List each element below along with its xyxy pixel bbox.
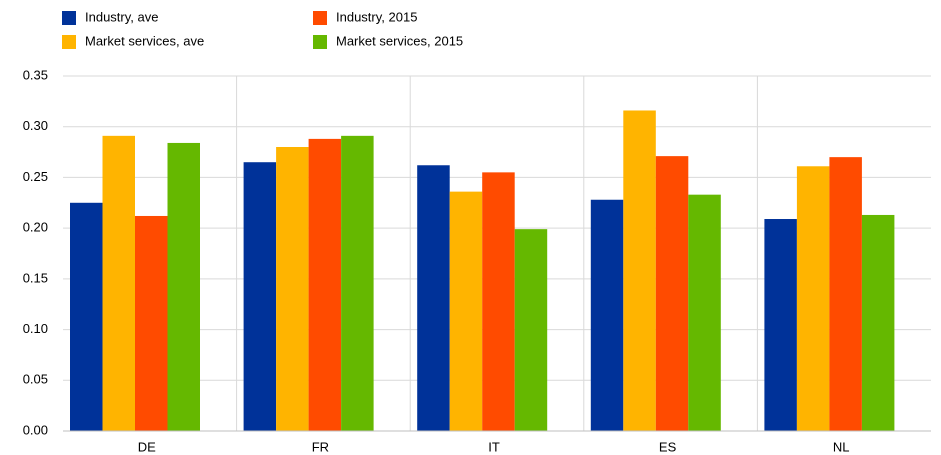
bar [764, 219, 797, 431]
bar [861, 214, 895, 431]
bar [623, 110, 656, 431]
bar [308, 138, 342, 431]
bar [70, 202, 103, 431]
bar [243, 162, 277, 431]
y-tick-label: 0.15 [23, 270, 48, 285]
y-tick-label: 0.30 [23, 118, 48, 133]
bar [514, 229, 548, 431]
bar [276, 147, 309, 431]
bar [449, 191, 483, 431]
bar [102, 135, 135, 432]
y-tick-label: 0.35 [23, 67, 48, 82]
y-tick-label: 0.25 [23, 169, 48, 184]
y-tick-label: 0.20 [23, 220, 48, 235]
legend-swatch [313, 35, 327, 49]
bar [417, 165, 450, 431]
legend-label: Market services, 2015 [336, 33, 463, 48]
y-tick-label: 0.10 [23, 321, 48, 336]
bar [341, 135, 374, 432]
y-tick-label: 0.05 [23, 372, 48, 387]
x-tick-label: DE [138, 439, 156, 454]
bar [655, 156, 689, 431]
legend-label: Industry, 2015 [336, 9, 417, 24]
legend-label: Industry, ave [85, 9, 158, 24]
bar [829, 157, 862, 431]
bar [590, 199, 624, 431]
x-tick-label: ES [659, 439, 677, 454]
legend-swatch [313, 11, 327, 25]
x-tick-label: IT [488, 439, 500, 454]
legend-swatch [62, 11, 76, 25]
legend-swatch [62, 35, 76, 49]
y-tick-label: 0.00 [23, 422, 48, 437]
x-tick-label: FR [312, 439, 329, 454]
bar [688, 194, 721, 431]
bar [796, 166, 830, 431]
bar [135, 215, 168, 431]
x-tick-label: NL [833, 439, 850, 454]
legend-label: Market services, ave [85, 33, 204, 48]
bar [482, 172, 515, 431]
bar [167, 142, 200, 431]
